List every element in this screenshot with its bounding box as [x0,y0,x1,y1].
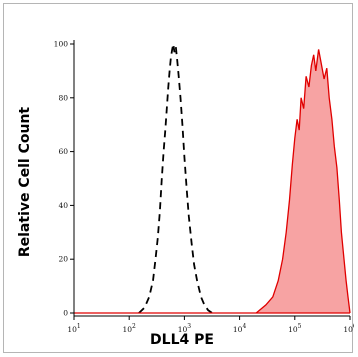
y-tick-label: 40 [58,201,68,210]
x-tick-label: 105 [288,323,302,334]
series-0-line [138,43,213,314]
plot-area: 0 20 40 60 80 100 101 102 103 104 105 106 [54,40,354,335]
y-tick-label: 60 [58,147,68,156]
x-axis-label: DLL4 PE [150,332,214,348]
y-tick-label: 100 [54,40,69,49]
chart-frame: 0 20 40 60 80 100 101 102 103 104 105 106 Relative … [3,3,354,353]
y-tick-label: 80 [58,93,68,102]
series-1-line [255,49,351,314]
x-tick-label: 103 [178,323,192,334]
y-axis-label: Relative Cell Count [17,107,33,258]
y-tick-label: 20 [58,255,68,264]
x-tick-label: 106 [343,323,354,334]
series-1-fill [256,49,350,314]
x-tick-label: 102 [123,323,137,334]
x-tick-label: 101 [67,323,80,334]
histogram-chart: 0 20 40 60 80 100 101 102 103 104 105 106 Relative … [17,40,354,349]
y-tick-label: 0 [63,309,68,318]
x-tick-label: 104 [233,323,247,334]
